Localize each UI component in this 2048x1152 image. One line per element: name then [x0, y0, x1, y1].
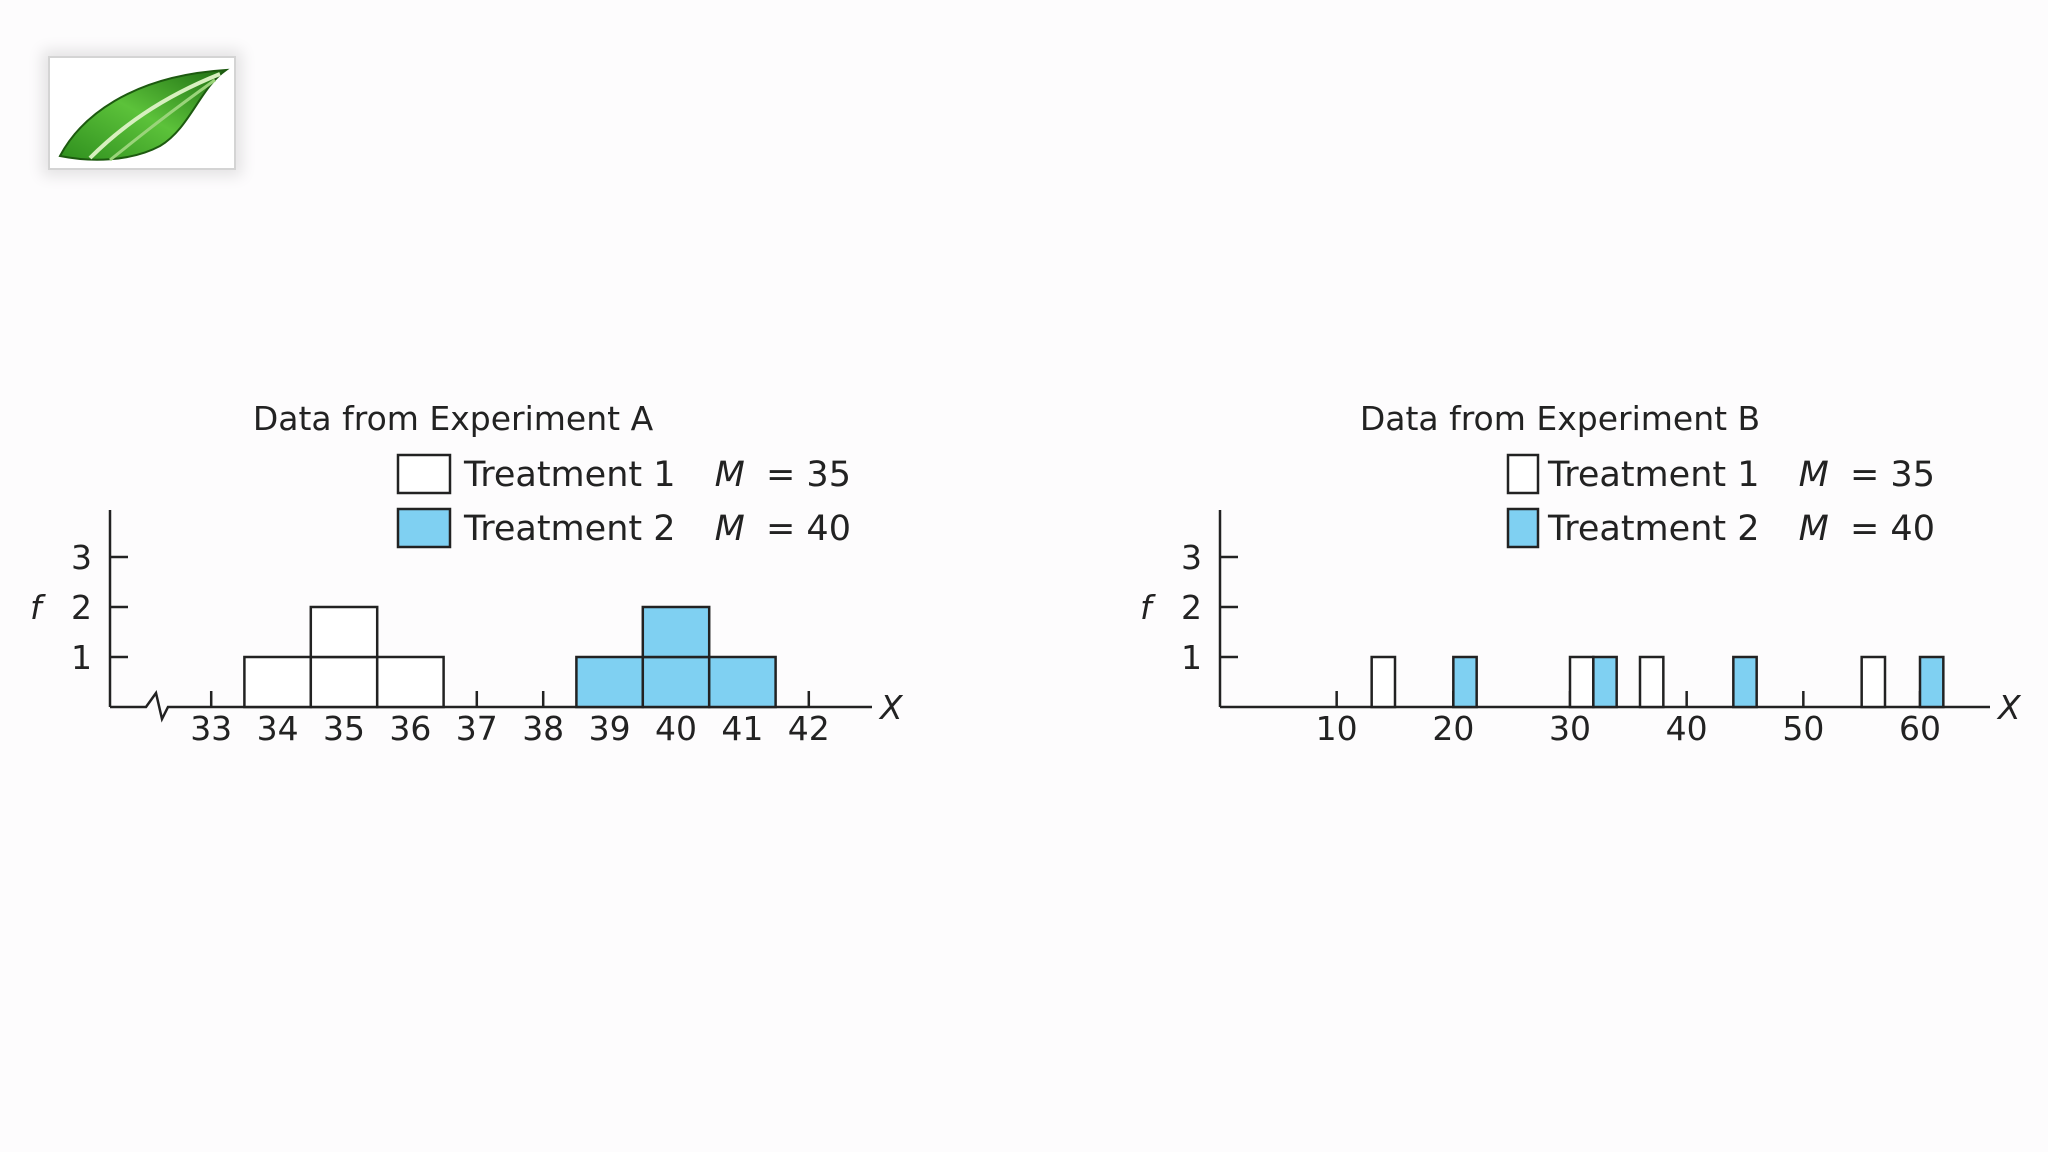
chart-a-bar-treatment1 — [375, 655, 445, 709]
chart-a-legend-treatment1: Treatment 1 M = 35 — [463, 455, 851, 495]
chart-b-x-tick-label: 10 — [1316, 709, 1358, 748]
chart-b-x-label: X — [1996, 688, 2022, 727]
chart-a-x-tick-label: 35 — [323, 709, 365, 748]
leaf-icon — [58, 68, 230, 162]
chart-a-bar-treatment2 — [641, 655, 711, 709]
chart-b-legend-swatch-treatment1 — [1506, 453, 1540, 495]
chart-a-legend-swatch-treatment2 — [396, 507, 452, 549]
chart-a-plot: 1 2 3f 33 34 35 36 37 38 39 40 41 42 X — [30, 510, 904, 748]
chart-a-y-tick-label: 1 — [71, 638, 92, 677]
chart-b-x-tick-label: 40 — [1666, 709, 1708, 748]
chart-b-bar-treatment2 — [1592, 655, 1618, 709]
chart-a-bar-treatment2 — [575, 655, 645, 709]
chart-b-legend-1-value: = 35 — [1850, 455, 1935, 495]
chart-a-legend-1-var: M — [715, 455, 745, 495]
chart-a-legend-2-label: Treatment 2 — [463, 509, 676, 549]
chart-b-y-tick-label: 2 — [1181, 588, 1202, 627]
chart-b-title: Data from Experiment B — [1360, 399, 1760, 438]
chart-a-bar-treatment1 — [309, 605, 379, 659]
chart-b-x-tick-label: 20 — [1432, 709, 1474, 748]
chart-a-bar-treatment2 — [641, 605, 711, 659]
chart-a-x-tick-label: 37 — [456, 709, 498, 748]
chart-experiment-a: Data from Experiment A Treatment 1 M = 3… — [30, 399, 904, 748]
chart-a-x-tick-label: 38 — [522, 709, 564, 748]
chart-a-bar-treatment1 — [243, 655, 313, 709]
chart-b-y-tick-label: 3 — [1181, 538, 1202, 577]
chart-b-y-tick-label: 1 — [1181, 638, 1202, 677]
chart-a-x-tick-label: 36 — [389, 709, 431, 748]
chart-b-legend-swatch-treatment2 — [1506, 507, 1540, 549]
chart-a-bar-treatment2 — [707, 655, 777, 709]
chart-b-legend-2-var: M — [1799, 509, 1829, 549]
chart-b-bar-treatment2 — [1732, 655, 1758, 709]
chart-a-legend-1-label: Treatment 1 — [463, 455, 676, 495]
chart-b-legend-1-label: Treatment 1 — [1547, 455, 1760, 495]
chart-b-x-tick-label: 60 — [1899, 709, 1941, 748]
chart-a-y-tick-label: 3 — [71, 538, 92, 577]
chart-a-x-tick-label: 42 — [788, 709, 830, 748]
chart-b-x-tick-label: 30 — [1549, 709, 1591, 748]
chart-b-legend-treatment1: Treatment 1 M = 35 — [1547, 455, 1935, 495]
chart-a-y-label: f — [30, 588, 46, 627]
chart-b-plot: 1 2 3f 10 20 30 40 50 60 X — [1140, 510, 2022, 748]
chart-b-bar-treatment1 — [1860, 655, 1887, 709]
chart-a-legend-2-var: M — [715, 509, 745, 549]
chart-b-y-label: f — [1140, 588, 1156, 627]
chart-a-x-tick-label: 34 — [257, 709, 299, 748]
chart-a-bar-treatment1 — [309, 655, 379, 709]
chart-a-legend-treatment2: Treatment 2 M = 40 — [463, 509, 851, 549]
chart-a-title: Data from Experiment A — [253, 399, 654, 438]
chart-a-x-label: X — [878, 688, 904, 727]
chart-b-bar-treatment1 — [1568, 655, 1595, 709]
chart-b-bar-treatment1 — [1370, 655, 1397, 709]
chart-b-legend-2-value: = 40 — [1850, 509, 1935, 549]
chart-b-bar-treatment2 — [1452, 655, 1478, 709]
chart-b-legend-treatment2: Treatment 2 M = 40 — [1547, 509, 1935, 549]
chart-a-x-tick-label: 41 — [721, 709, 763, 748]
chart-b-x-tick-label: 50 — [1782, 709, 1824, 748]
chart-a-x-tick-label: 33 — [190, 709, 232, 748]
chart-b-bar-treatment2 — [1918, 655, 1945, 709]
logo — [48, 56, 236, 170]
chart-b-legend-1-var: M — [1799, 455, 1829, 495]
chart-a-y-tick-label: 2 — [71, 588, 92, 627]
chart-experiment-b: Data from Experiment B Treatment 1 M = 3… — [1140, 399, 2022, 748]
chart-a-x-tick-label: 39 — [589, 709, 631, 748]
chart-b-bar-treatment1 — [1638, 655, 1665, 709]
chart-a-legend-swatch-treatment1 — [396, 453, 452, 495]
chart-a-legend-1-value: = 35 — [766, 455, 851, 495]
chart-b-legend-2-label: Treatment 2 — [1547, 509, 1760, 549]
chart-a-x-tick-label: 40 — [655, 709, 697, 748]
chart-a-legend-2-value: = 40 — [766, 509, 851, 549]
